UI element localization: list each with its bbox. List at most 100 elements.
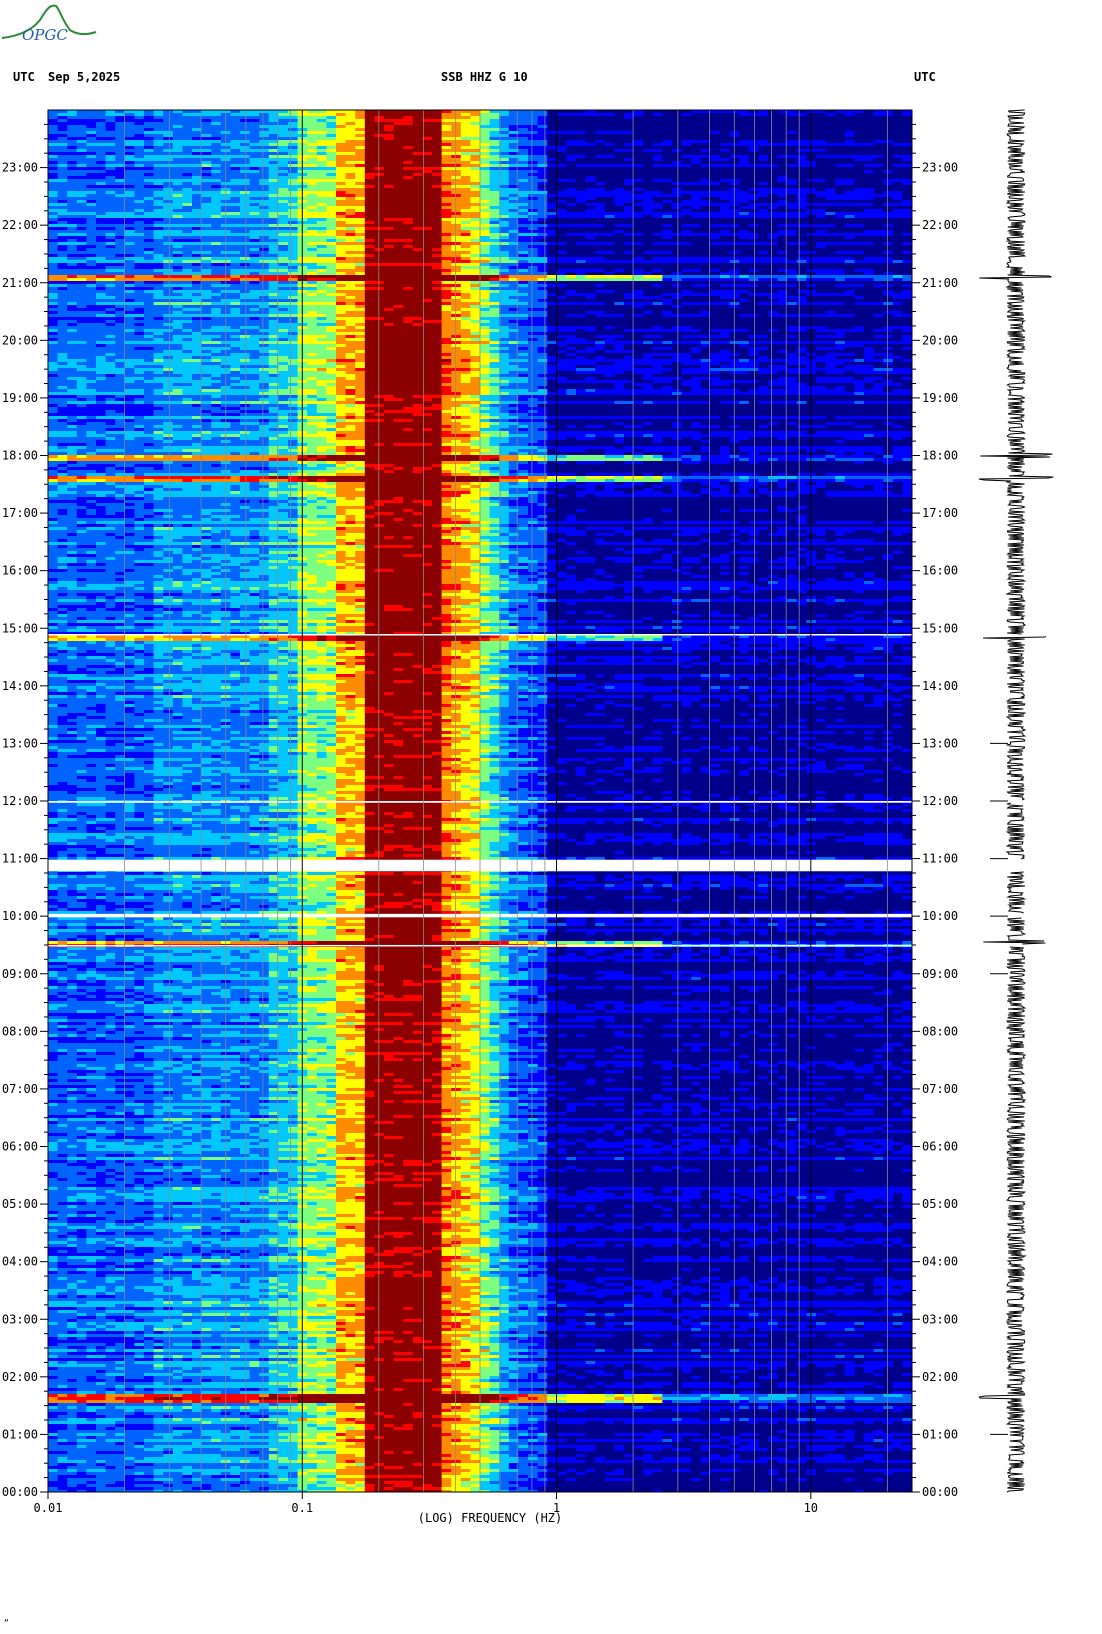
heatmap-cell — [518, 134, 529, 137]
heatmap-cell — [768, 221, 779, 224]
heatmap-cell — [633, 182, 644, 185]
heatmap-cell — [288, 257, 299, 260]
heatmap-cell — [393, 218, 404, 221]
heatmap-cell — [268, 170, 279, 173]
heatmap-cell — [374, 182, 385, 185]
spectrogram-heatmap — [48, 110, 912, 1492]
heatmap-cell — [576, 119, 587, 122]
heatmap-cell — [336, 197, 347, 200]
heatmap-cell — [412, 266, 423, 269]
heatmap-cell — [643, 215, 654, 218]
heatmap-cell — [307, 236, 318, 239]
heatmap-cell — [585, 131, 596, 134]
heatmap-cell — [537, 245, 548, 248]
heatmap-cell — [336, 116, 347, 119]
heatmap-cell — [892, 218, 903, 221]
heatmap-cell — [528, 182, 539, 185]
heatmap-cell — [144, 272, 155, 275]
heatmap-cell — [393, 173, 404, 176]
heatmap-cell — [76, 203, 87, 206]
heatmap-cell — [528, 221, 539, 224]
heatmap-cell — [547, 179, 558, 182]
heatmap-cell — [883, 206, 894, 209]
heatmap-cell — [240, 167, 251, 170]
heatmap-cell — [595, 197, 606, 200]
heatmap-cell — [710, 155, 721, 158]
heatmap-cell — [729, 176, 740, 179]
heatmap-cell — [585, 212, 596, 215]
heatmap-cell — [691, 125, 702, 128]
heatmap-cell — [105, 131, 116, 134]
heatmap-cell — [662, 227, 673, 230]
heatmap-cell — [864, 167, 875, 170]
heatmap-cell — [576, 170, 587, 173]
heatmap-cell — [57, 272, 68, 275]
heatmap-cell — [105, 191, 116, 194]
heatmap-cell — [48, 269, 59, 272]
heatmap-cell — [518, 260, 529, 263]
heatmap-cell — [432, 260, 443, 263]
heatmap-cell — [182, 251, 193, 254]
heatmap-cell — [556, 119, 567, 122]
heatmap-cell — [844, 119, 855, 122]
heatmap-cell — [720, 179, 731, 182]
heatmap-cell — [144, 212, 155, 215]
heatmap-cell — [192, 224, 203, 227]
heatmap-cell — [172, 197, 183, 200]
heatmap-cell — [384, 113, 395, 116]
heatmap-cell — [556, 230, 567, 233]
heatmap-cell — [710, 185, 721, 188]
heatmap-cell — [777, 167, 788, 170]
heatmap-cell — [758, 143, 769, 146]
heatmap-cell — [652, 236, 663, 239]
heatmap-cell — [364, 113, 375, 116]
heatmap-cell — [201, 134, 212, 137]
heatmap-cell — [76, 158, 87, 161]
heatmap-cell — [230, 275, 241, 278]
heatmap-cell — [249, 206, 260, 209]
heatmap-cell — [403, 257, 414, 260]
heatmap-cell — [192, 191, 203, 194]
heatmap-cell — [441, 215, 452, 218]
heatmap-cell — [796, 128, 807, 131]
heatmap-cell — [892, 176, 903, 179]
heatmap-cell — [345, 158, 356, 161]
heatmap-cell — [364, 140, 375, 143]
heatmap-cell — [816, 248, 827, 251]
heatmap-cell — [249, 248, 260, 251]
heatmap-cell — [412, 203, 423, 206]
heatmap-cell — [806, 146, 817, 149]
heatmap-cell — [892, 164, 903, 167]
heatmap-cell — [403, 245, 414, 248]
heatmap-cell — [115, 242, 126, 245]
heatmap-cell — [240, 113, 251, 116]
heatmap-cell — [96, 230, 107, 233]
heatmap-cell — [403, 155, 414, 158]
heatmap-cell — [105, 119, 116, 122]
heatmap-cell — [768, 212, 779, 215]
heatmap-cell — [710, 182, 721, 185]
heatmap-cell — [547, 152, 558, 155]
heatmap-cell — [662, 218, 673, 221]
heatmap-cell — [115, 170, 126, 173]
heatmap-cell — [86, 137, 97, 140]
heatmap-cell — [192, 212, 203, 215]
heatmap-cell — [163, 233, 174, 236]
heatmap-cell — [748, 215, 759, 218]
heatmap-cell — [249, 113, 260, 116]
heatmap-cell — [518, 218, 529, 221]
heatmap-cell — [566, 173, 577, 176]
heatmap-cell — [633, 248, 644, 251]
heatmap-cell — [614, 134, 625, 137]
heatmap-cell — [345, 230, 356, 233]
heatmap-cell — [585, 176, 596, 179]
heatmap-cell — [259, 275, 270, 278]
heatmap-cell — [854, 233, 865, 236]
heatmap-cell — [278, 266, 289, 269]
heatmap-cell — [163, 209, 174, 212]
heatmap-cell — [182, 134, 193, 137]
heatmap-cell — [124, 185, 135, 188]
heatmap-cell — [115, 239, 126, 242]
heatmap-cell — [576, 155, 587, 158]
heatmap-cell — [230, 269, 241, 272]
